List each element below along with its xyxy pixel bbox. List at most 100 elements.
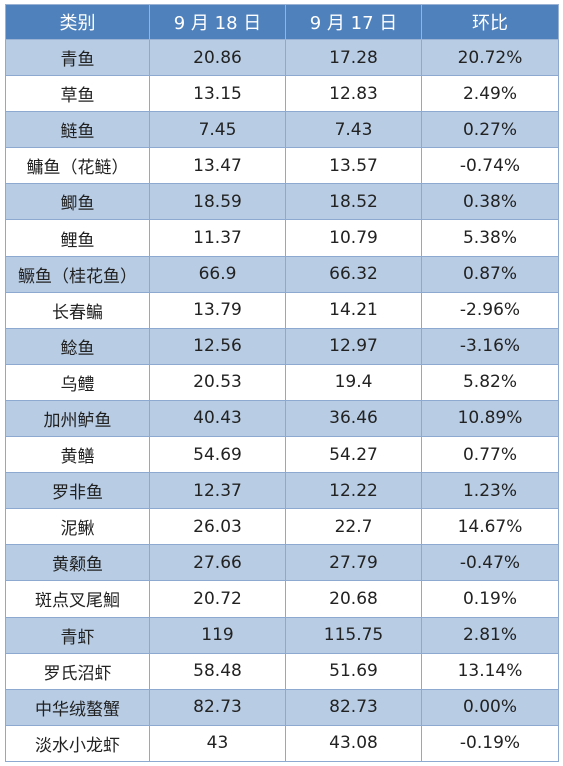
cell-change: 5.38%: [421, 219, 559, 257]
table-row: 加州鲈鱼 40.43 36.46 10.89%: [5, 399, 559, 438]
cell-price-sep-18: 18.59: [149, 183, 286, 221]
cell-change: -0.47%: [421, 544, 559, 582]
cell-price-sep-18: 20.53: [149, 363, 286, 401]
cell-price-sep-17: 54.27: [285, 436, 422, 474]
cell-category: 泥鳅: [5, 508, 150, 546]
cell-change: 0.87%: [421, 255, 559, 293]
cell-price-sep-18: 20.86: [149, 38, 286, 77]
cell-price-sep-18: 119: [149, 616, 286, 654]
cell-price-sep-17: 17.28: [285, 38, 422, 77]
cell-category: 罗氏沼虾: [5, 652, 150, 690]
cell-change: -0.19%: [421, 724, 559, 763]
cell-change: 13.14%: [421, 652, 559, 690]
table-row: 黄鳝 54.69 54.27 0.77%: [5, 436, 559, 474]
cell-category: 草鱼: [5, 75, 150, 113]
cell-price-sep-17: 36.46: [285, 399, 422, 438]
table-row: 长春鳊 13.79 14.21 -2.96%: [5, 291, 559, 329]
cell-category: 黄颡鱼: [5, 544, 150, 582]
table-row: 罗氏沼虾 58.48 51.69 13.14%: [5, 652, 559, 690]
cell-price-sep-18: 66.9: [149, 255, 286, 293]
cell-price-sep-18: 13.79: [149, 291, 286, 329]
header-sep-17: 9 月 17 日: [285, 4, 422, 40]
cell-price-sep-17: 7.43: [285, 111, 422, 149]
cell-change: 10.89%: [421, 399, 559, 438]
table-row: 鲢鱼 7.45 7.43 0.27%: [5, 111, 559, 149]
price-table: 类别 9 月 18 日 9 月 17 日 环比 青鱼 20.86 17.28 20.7…: [5, 4, 559, 763]
cell-category: 鳙鱼（花鲢）: [5, 147, 150, 185]
cell-price-sep-17: 12.83: [285, 75, 422, 113]
cell-price-sep-17: 12.22: [285, 472, 422, 510]
cell-price-sep-18: 13.15: [149, 75, 286, 113]
cell-category: 鲤鱼: [5, 219, 150, 257]
cell-price-sep-17: 27.79: [285, 544, 422, 582]
cell-change: 0.27%: [421, 111, 559, 149]
cell-change: 1.23%: [421, 472, 559, 510]
table-row: 草鱼 13.15 12.83 2.49%: [5, 75, 559, 113]
table-row: 青虾 119 115.75 2.81%: [5, 616, 559, 654]
cell-price-sep-17: 22.7: [285, 508, 422, 546]
cell-change: -0.74%: [421, 147, 559, 185]
cell-category: 加州鲈鱼: [5, 399, 150, 438]
cell-price-sep-17: 12.97: [285, 327, 422, 365]
table-row: 青鱼 20.86 17.28 20.72%: [5, 38, 559, 77]
cell-change: 5.82%: [421, 363, 559, 401]
table-row: 鲶鱼 12.56 12.97 -3.16%: [5, 327, 559, 365]
cell-change: 0.77%: [421, 436, 559, 474]
cell-category: 鲫鱼: [5, 183, 150, 221]
cell-price-sep-18: 54.69: [149, 436, 286, 474]
cell-change: 2.49%: [421, 75, 559, 113]
cell-price-sep-17: 10.79: [285, 219, 422, 257]
table-row: 中华绒螯蟹 82.73 82.73 0.00%: [5, 688, 559, 726]
cell-price-sep-18: 82.73: [149, 688, 286, 726]
header-row: 类别 9 月 18 日 9 月 17 日 环比: [5, 4, 559, 40]
cell-price-sep-17: 14.21: [285, 291, 422, 329]
cell-change: 0.19%: [421, 580, 559, 618]
header-category: 类别: [5, 4, 150, 40]
table-row: 斑点叉尾鮰 20.72 20.68 0.19%: [5, 580, 559, 618]
cell-price-sep-17: 66.32: [285, 255, 422, 293]
cell-price-sep-17: 51.69: [285, 652, 422, 690]
table-row: 乌鳢 20.53 19.4 5.82%: [5, 363, 559, 401]
table-header: 类别 9 月 18 日 9 月 17 日 环比: [5, 4, 559, 40]
cell-price-sep-17: 115.75: [285, 616, 422, 654]
cell-change: 2.81%: [421, 616, 559, 654]
table-row: 黄颡鱼 27.66 27.79 -0.47%: [5, 544, 559, 582]
cell-category: 黄鳝: [5, 436, 150, 474]
cell-price-sep-18: 12.37: [149, 472, 286, 510]
cell-price-sep-17: 20.68: [285, 580, 422, 618]
cell-price-sep-18: 27.66: [149, 544, 286, 582]
cell-change: -2.96%: [421, 291, 559, 329]
table-row: 鲫鱼 18.59 18.52 0.38%: [5, 183, 559, 221]
cell-price-sep-17: 43.08: [285, 724, 422, 763]
table-row: 鳙鱼（花鲢） 13.47 13.57 -0.74%: [5, 147, 559, 185]
cell-price-sep-17: 82.73: [285, 688, 422, 726]
cell-change: 20.72%: [421, 38, 559, 77]
cell-category: 长春鳊: [5, 291, 150, 329]
cell-price-sep-18: 26.03: [149, 508, 286, 546]
cell-price-sep-18: 12.56: [149, 327, 286, 365]
cell-category: 鲶鱼: [5, 327, 150, 365]
cell-price-sep-17: 19.4: [285, 363, 422, 401]
cell-price-sep-18: 13.47: [149, 147, 286, 185]
table-row: 淡水小龙虾 43 43.08 -0.19%: [5, 724, 559, 763]
cell-category: 斑点叉尾鮰: [5, 580, 150, 618]
table-row: 鳜鱼（桂花鱼） 66.9 66.32 0.87%: [5, 255, 559, 293]
cell-price-sep-18: 43: [149, 724, 286, 763]
table-row: 罗非鱼 12.37 12.22 1.23%: [5, 472, 559, 510]
cell-category: 乌鳢: [5, 363, 150, 401]
cell-price-sep-18: 40.43: [149, 399, 286, 438]
cell-category: 青鱼: [5, 38, 150, 77]
cell-price-sep-18: 7.45: [149, 111, 286, 149]
cell-category: 青虾: [5, 616, 150, 654]
cell-price-sep-17: 13.57: [285, 147, 422, 185]
table-body: 青鱼 20.86 17.28 20.72% 草鱼 13.15 12.83 2.49% 鲢鱼 7.4…: [5, 38, 559, 763]
cell-change: 0.00%: [421, 688, 559, 726]
cell-category: 鳜鱼（桂花鱼）: [5, 255, 150, 293]
header-change: 环比: [421, 4, 559, 40]
cell-category: 鲢鱼: [5, 111, 150, 149]
cell-change: -3.16%: [421, 327, 559, 365]
table-row: 鲤鱼 11.37 10.79 5.38%: [5, 219, 559, 257]
cell-price-sep-18: 58.48: [149, 652, 286, 690]
cell-price-sep-18: 20.72: [149, 580, 286, 618]
cell-category: 中华绒螯蟹: [5, 688, 150, 726]
